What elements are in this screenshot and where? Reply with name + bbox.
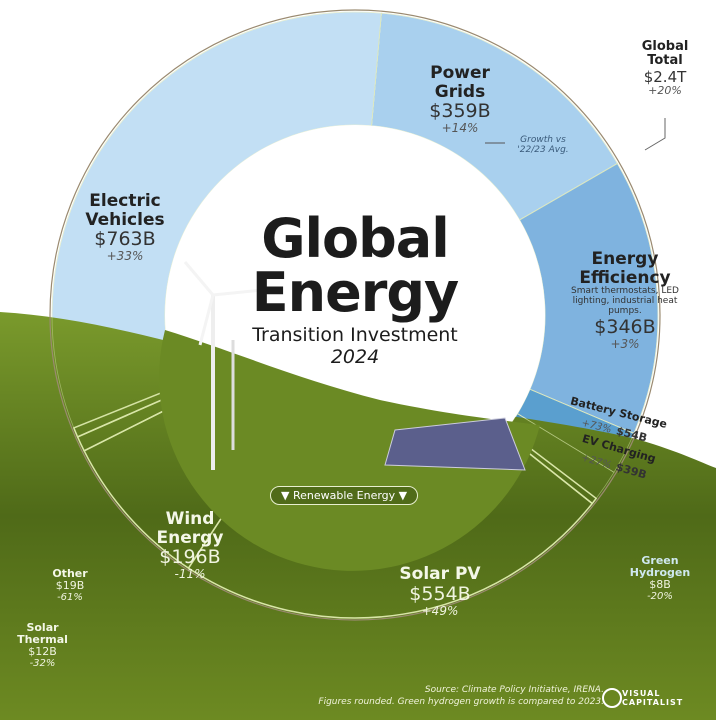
label-name: Other	[52, 567, 88, 580]
label-value: $359B	[429, 100, 491, 123]
solar-panel-icon	[384, 417, 526, 471]
chart-title-block: Global Energy Transition Investment 2024	[185, 207, 525, 369]
label-other: Other $19B -61%	[45, 567, 95, 604]
renewable-energy-group-label: ▼ Renewable Energy ▼	[270, 486, 419, 505]
label-global-total: Global Total $2.4T +20%	[630, 39, 700, 98]
label-note: Smart thermostats, LED lighting, industr…	[571, 286, 679, 317]
donut-outer-ring	[49, 9, 661, 621]
source-note: Source: Climate Policy Initiative, IRENA…	[318, 685, 604, 708]
global-total-leader	[644, 118, 666, 151]
label-name: Solar PV	[399, 564, 481, 584]
label-value: $12B	[28, 645, 57, 659]
label-electric-vehicles: Electric Vehicles $763B +33%	[70, 192, 180, 263]
label-name: Solar Thermal	[17, 621, 68, 647]
label-green-hydrogen: Green Hydrogen $8B -20%	[620, 554, 700, 603]
label-growth: -61%	[57, 592, 83, 604]
label-growth: +20%	[648, 84, 682, 98]
label-solar-pv: Solar PV $554B +49%	[385, 565, 495, 618]
label-name: Electric Vehicles	[85, 191, 165, 230]
chart-year: 2024	[330, 346, 380, 368]
label-name: Green Hydrogen	[629, 554, 691, 580]
wind-turbine-icon	[183, 261, 263, 470]
label-growth: +49%	[421, 603, 459, 618]
footnote-text: Figures rounded. Green hydrogen growth i…	[318, 696, 604, 707]
label-energy-efficiency: Energy Efficiency Smart thermostats, LED…	[565, 250, 685, 351]
label-value: $763B	[94, 228, 156, 251]
brand-text: VISUAL CAPITALIST	[622, 689, 684, 707]
label-value: $554B	[409, 582, 471, 605]
label-value: $2.4T	[643, 67, 687, 86]
chart-subtitle: Transition Investment	[252, 324, 458, 346]
label-wind-energy: Wind Energy $196B -11%	[140, 510, 240, 581]
center-hill	[159, 330, 541, 571]
visual-capitalist-logo: VISUAL CAPITALIST	[602, 688, 716, 708]
logo-circle-icon	[602, 688, 622, 708]
label-growth: -20%	[647, 591, 673, 603]
label-growth: -32%	[29, 658, 56, 670]
label-power-grids: Power Grids $359B +14%	[420, 64, 500, 135]
label-name: Power Grids	[430, 63, 490, 102]
source-text: Source: Climate Policy Initiative, IRENA…	[424, 685, 604, 695]
growth-note: Growth vs '22/23 Avg.	[517, 135, 569, 155]
label-value: $19B	[55, 579, 85, 593]
label-solar-thermal: Solar Thermal $12B -32%	[10, 621, 75, 670]
label-growth: +14%	[441, 121, 479, 136]
label-value: $346B	[594, 316, 656, 339]
label-name: Global Total	[641, 39, 689, 69]
label-name: Energy Efficiency	[579, 249, 671, 288]
label-growth: +3%	[610, 336, 640, 351]
label-growth: +33%	[106, 249, 144, 264]
label-value: $8B	[649, 578, 671, 592]
label-growth: -11%	[174, 567, 206, 582]
label-value: $196B	[159, 546, 221, 569]
chart-title: Global Energy	[251, 207, 459, 324]
label-name: Wind Energy	[156, 509, 224, 548]
